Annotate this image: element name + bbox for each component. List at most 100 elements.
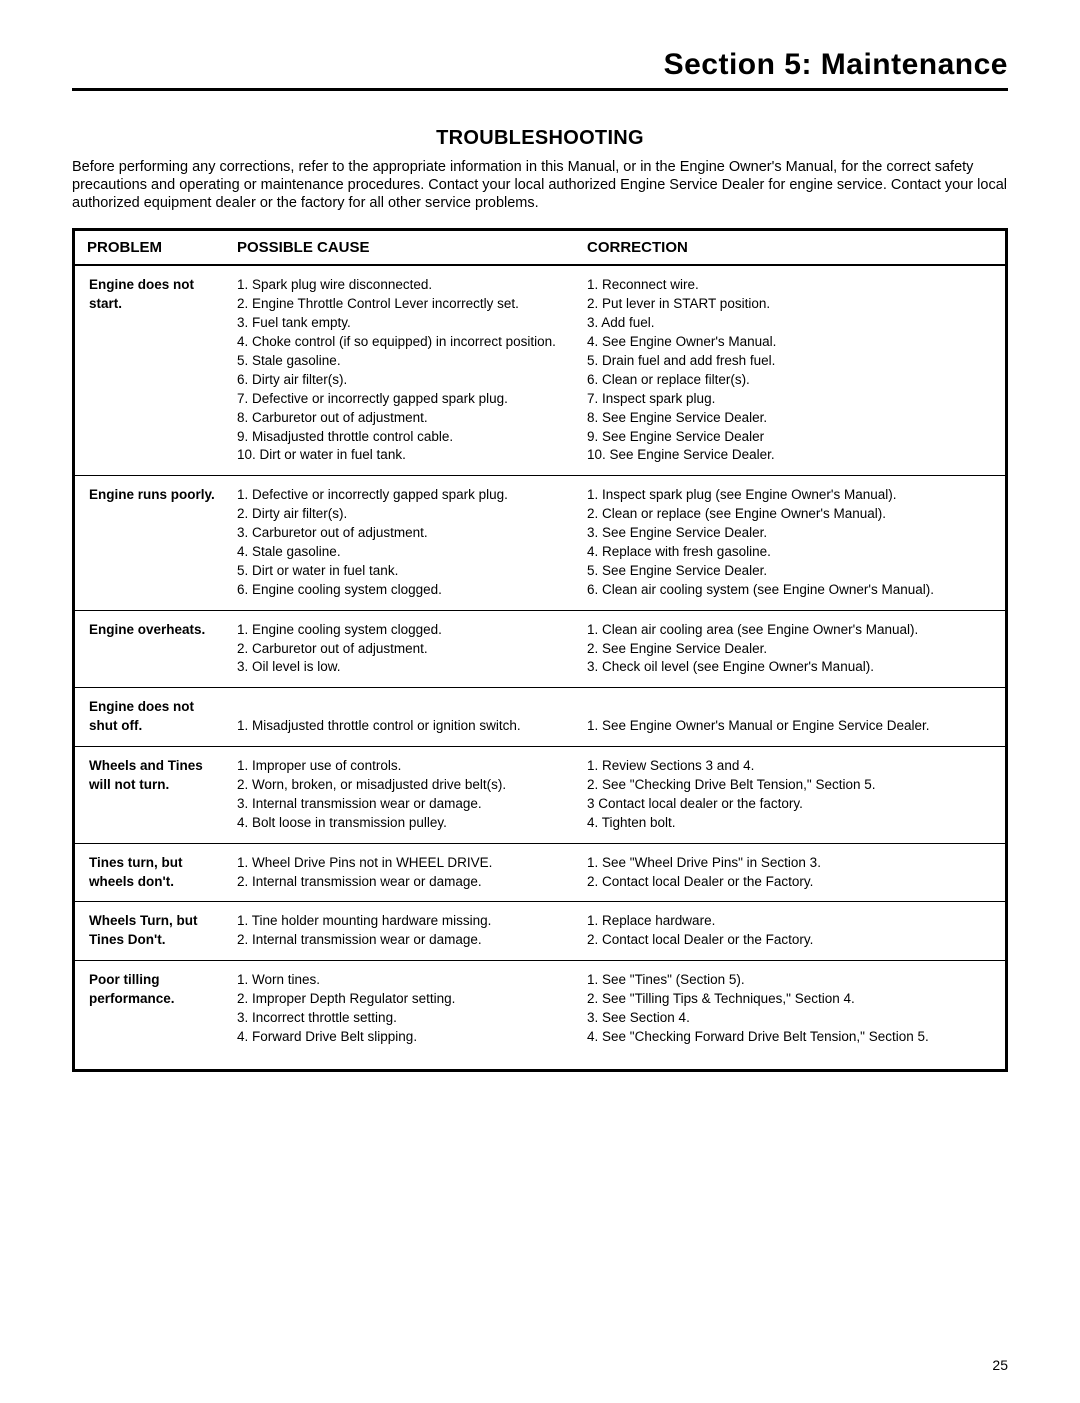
troubleshooting-title: TROUBLESHOOTING: [72, 127, 1008, 150]
correction-line: 8. See Engine Service Dealer.: [587, 409, 997, 428]
correction-line: 3 Contact local dealer or the factory.: [587, 795, 997, 814]
cause-cell: 1. Improper use of controls.2. Worn, bro…: [225, 747, 575, 843]
correction-line: 3. Add fuel.: [587, 314, 997, 333]
problem-cell: Engine overheats.: [75, 611, 225, 688]
correction-line: 1. Reconnect wire.: [587, 276, 997, 295]
correction-line: 4. See Engine Owner's Manual.: [587, 333, 997, 352]
correction-line: 6. Clean or replace filter(s).: [587, 371, 997, 390]
correction-line: 10. See Engine Service Dealer.: [587, 446, 997, 465]
correction-cell: 1. Clean air cooling area (see Engine Ow…: [575, 611, 1005, 688]
cause-line: 6. Dirty air filter(s).: [237, 371, 567, 390]
cause-line: 2. Internal transmission wear or damage.: [237, 873, 567, 892]
header-problem: PROBLEM: [75, 231, 225, 264]
correction-cell: 1. Review Sections 3 and 4.2. See "Check…: [575, 747, 1005, 843]
cause-line: 4. Stale gasoline.: [237, 543, 567, 562]
table-row: Engine does not shut off. 1. Misadjusted…: [75, 688, 1005, 747]
header-correction: CORRECTION: [575, 231, 1005, 264]
cause-cell: 1. Misadjusted throttle control or ignit…: [225, 688, 575, 746]
table-row: Engine does not start.1. Spark plug wire…: [75, 266, 1005, 476]
header-cause: POSSIBLE CAUSE: [225, 231, 575, 264]
problem-cell: Wheels Turn, but Tines Don't.: [75, 902, 225, 960]
table-header-row: PROBLEM POSSIBLE CAUSE CORRECTION: [75, 231, 1005, 266]
cause-cell: 1. Engine cooling system clogged.2. Carb…: [225, 611, 575, 688]
correction-line: 4. Replace with fresh gasoline.: [587, 543, 997, 562]
correction-line: 2. See Engine Service Dealer.: [587, 640, 997, 659]
table-row: Wheels and Tines will not turn.1. Improp…: [75, 747, 1005, 844]
cause-line: 2. Internal transmission wear or damage.: [237, 931, 567, 950]
table-row: Wheels Turn, but Tines Don't. 1. Tine hol…: [75, 902, 1005, 961]
cause-line: 5. Stale gasoline.: [237, 352, 567, 371]
correction-cell: 1. See "Wheel Drive Pins" in Section 3.2…: [575, 844, 1005, 902]
table-row: Engine runs poorly. 1. Defective or incor…: [75, 476, 1005, 610]
correction-line: 1. Replace hardware.: [587, 912, 997, 931]
problem-cell: Wheels and Tines will not turn.: [75, 747, 225, 843]
cause-line: 1. Misadjusted throttle control or ignit…: [237, 717, 567, 736]
cause-line: 1. Engine cooling system clogged.: [237, 621, 567, 640]
problem-cell: Engine does not shut off.: [75, 688, 225, 746]
cause-line: 2. Worn, broken, or misadjusted drive be…: [237, 776, 567, 795]
cause-line: 1. Tine holder mounting hardware missing…: [237, 912, 567, 931]
correction-line: 7. Inspect spark plug.: [587, 390, 997, 409]
cause-line: [237, 698, 567, 717]
cause-line: 4. Forward Drive Belt slipping.: [237, 1028, 567, 1047]
correction-line: 1. See "Tines" (Section 5).: [587, 971, 997, 990]
cause-line: 1. Spark plug wire disconnected.: [237, 276, 567, 295]
table-row: Engine overheats.1. Engine cooling syste…: [75, 611, 1005, 689]
correction-line: 4. Tighten bolt.: [587, 814, 997, 833]
cause-line: 3. Oil level is low.: [237, 658, 567, 677]
cause-line: 9. Misadjusted throttle control cable.: [237, 428, 567, 447]
correction-line: 2. Clean or replace (see Engine Owner's …: [587, 505, 997, 524]
cause-cell: 1. Wheel Drive Pins not in WHEEL DRIVE.2…: [225, 844, 575, 902]
cause-line: 1. Defective or incorrectly gapped spark…: [237, 486, 567, 505]
cause-line: 5. Dirt or water in fuel tank.: [237, 562, 567, 581]
cause-line: 3. Fuel tank empty.: [237, 314, 567, 333]
cause-line: 2. Carburetor out of adjustment.: [237, 640, 567, 659]
correction-line: 6. Clean air cooling system (see Engine …: [587, 581, 997, 600]
problem-cell: Engine does not start.: [75, 266, 225, 475]
troubleshoot-table: PROBLEM POSSIBLE CAUSE CORRECTION Engine…: [72, 228, 1008, 1071]
table-bottom-spacer: [75, 1057, 1005, 1069]
table-row: Poor tilling performance.1. Worn tines.2…: [75, 961, 1005, 1057]
table-row: Tines turn, but wheels don't.1. Wheel Dr…: [75, 844, 1005, 903]
page-number: 25: [992, 1357, 1008, 1373]
correction-line: [587, 698, 997, 717]
cause-line: 1. Improper use of controls.: [237, 757, 567, 776]
correction-line: 1. See "Wheel Drive Pins" in Section 3.: [587, 854, 997, 873]
cause-line: 2. Dirty air filter(s).: [237, 505, 567, 524]
cause-line: 8. Carburetor out of adjustment.: [237, 409, 567, 428]
correction-line: 1. Review Sections 3 and 4.: [587, 757, 997, 776]
correction-line: 2. See "Tilling Tips & Techniques," Sect…: [587, 990, 997, 1009]
correction-line: 2. See "Checking Drive Belt Tension," Se…: [587, 776, 997, 795]
correction-cell: 1. Inspect spark plug (see Engine Owner'…: [575, 476, 1005, 609]
correction-line: 5. See Engine Service Dealer.: [587, 562, 997, 581]
correction-line: 3. See Section 4.: [587, 1009, 997, 1028]
problem-cell: Engine runs poorly.: [75, 476, 225, 609]
cause-line: 3. Incorrect throttle setting.: [237, 1009, 567, 1028]
correction-line: 1. See Engine Owner's Manual or Engine S…: [587, 717, 997, 736]
correction-line: 1. Inspect spark plug (see Engine Owner'…: [587, 486, 997, 505]
correction-line: 5. Drain fuel and add fresh fuel.: [587, 352, 997, 371]
cause-cell: 1. Tine holder mounting hardware missing…: [225, 902, 575, 960]
cause-line: 2. Improper Depth Regulator setting.: [237, 990, 567, 1009]
cause-line: 10. Dirt or water in fuel tank.: [237, 446, 567, 465]
cause-line: 7. Defective or incorrectly gapped spark…: [237, 390, 567, 409]
cause-line: 3. Carburetor out of adjustment.: [237, 524, 567, 543]
cause-line: 3. Internal transmission wear or damage.: [237, 795, 567, 814]
problem-cell: Poor tilling performance.: [75, 961, 225, 1057]
cause-line: 4. Bolt loose in transmission pulley.: [237, 814, 567, 833]
section-header: Section 5: Maintenance: [72, 48, 1008, 91]
cause-cell: 1. Defective or incorrectly gapped spark…: [225, 476, 575, 609]
cause-line: 1. Wheel Drive Pins not in WHEEL DRIVE.: [237, 854, 567, 873]
correction-line: 9. See Engine Service Dealer: [587, 428, 997, 447]
correction-cell: 1. See Engine Owner's Manual or Engine S…: [575, 688, 1005, 746]
intro-paragraph: Before performing any corrections, refer…: [72, 158, 1008, 212]
correction-line: 2. Put lever in START position.: [587, 295, 997, 314]
correction-line: 3. Check oil level (see Engine Owner's M…: [587, 658, 997, 677]
cause-line: 4. Choke control (if so equipped) in inc…: [237, 333, 567, 352]
correction-cell: 1. Replace hardware.2. Contact local Dea…: [575, 902, 1005, 960]
correction-line: 3. See Engine Service Dealer.: [587, 524, 997, 543]
cause-cell: 1. Spark plug wire disconnected.2. Engin…: [225, 266, 575, 475]
cause-cell: 1. Worn tines.2. Improper Depth Regulato…: [225, 961, 575, 1057]
correction-line: 4. See "Checking Forward Drive Belt Tens…: [587, 1028, 997, 1047]
correction-cell: 1. Reconnect wire.2. Put lever in START …: [575, 266, 1005, 475]
